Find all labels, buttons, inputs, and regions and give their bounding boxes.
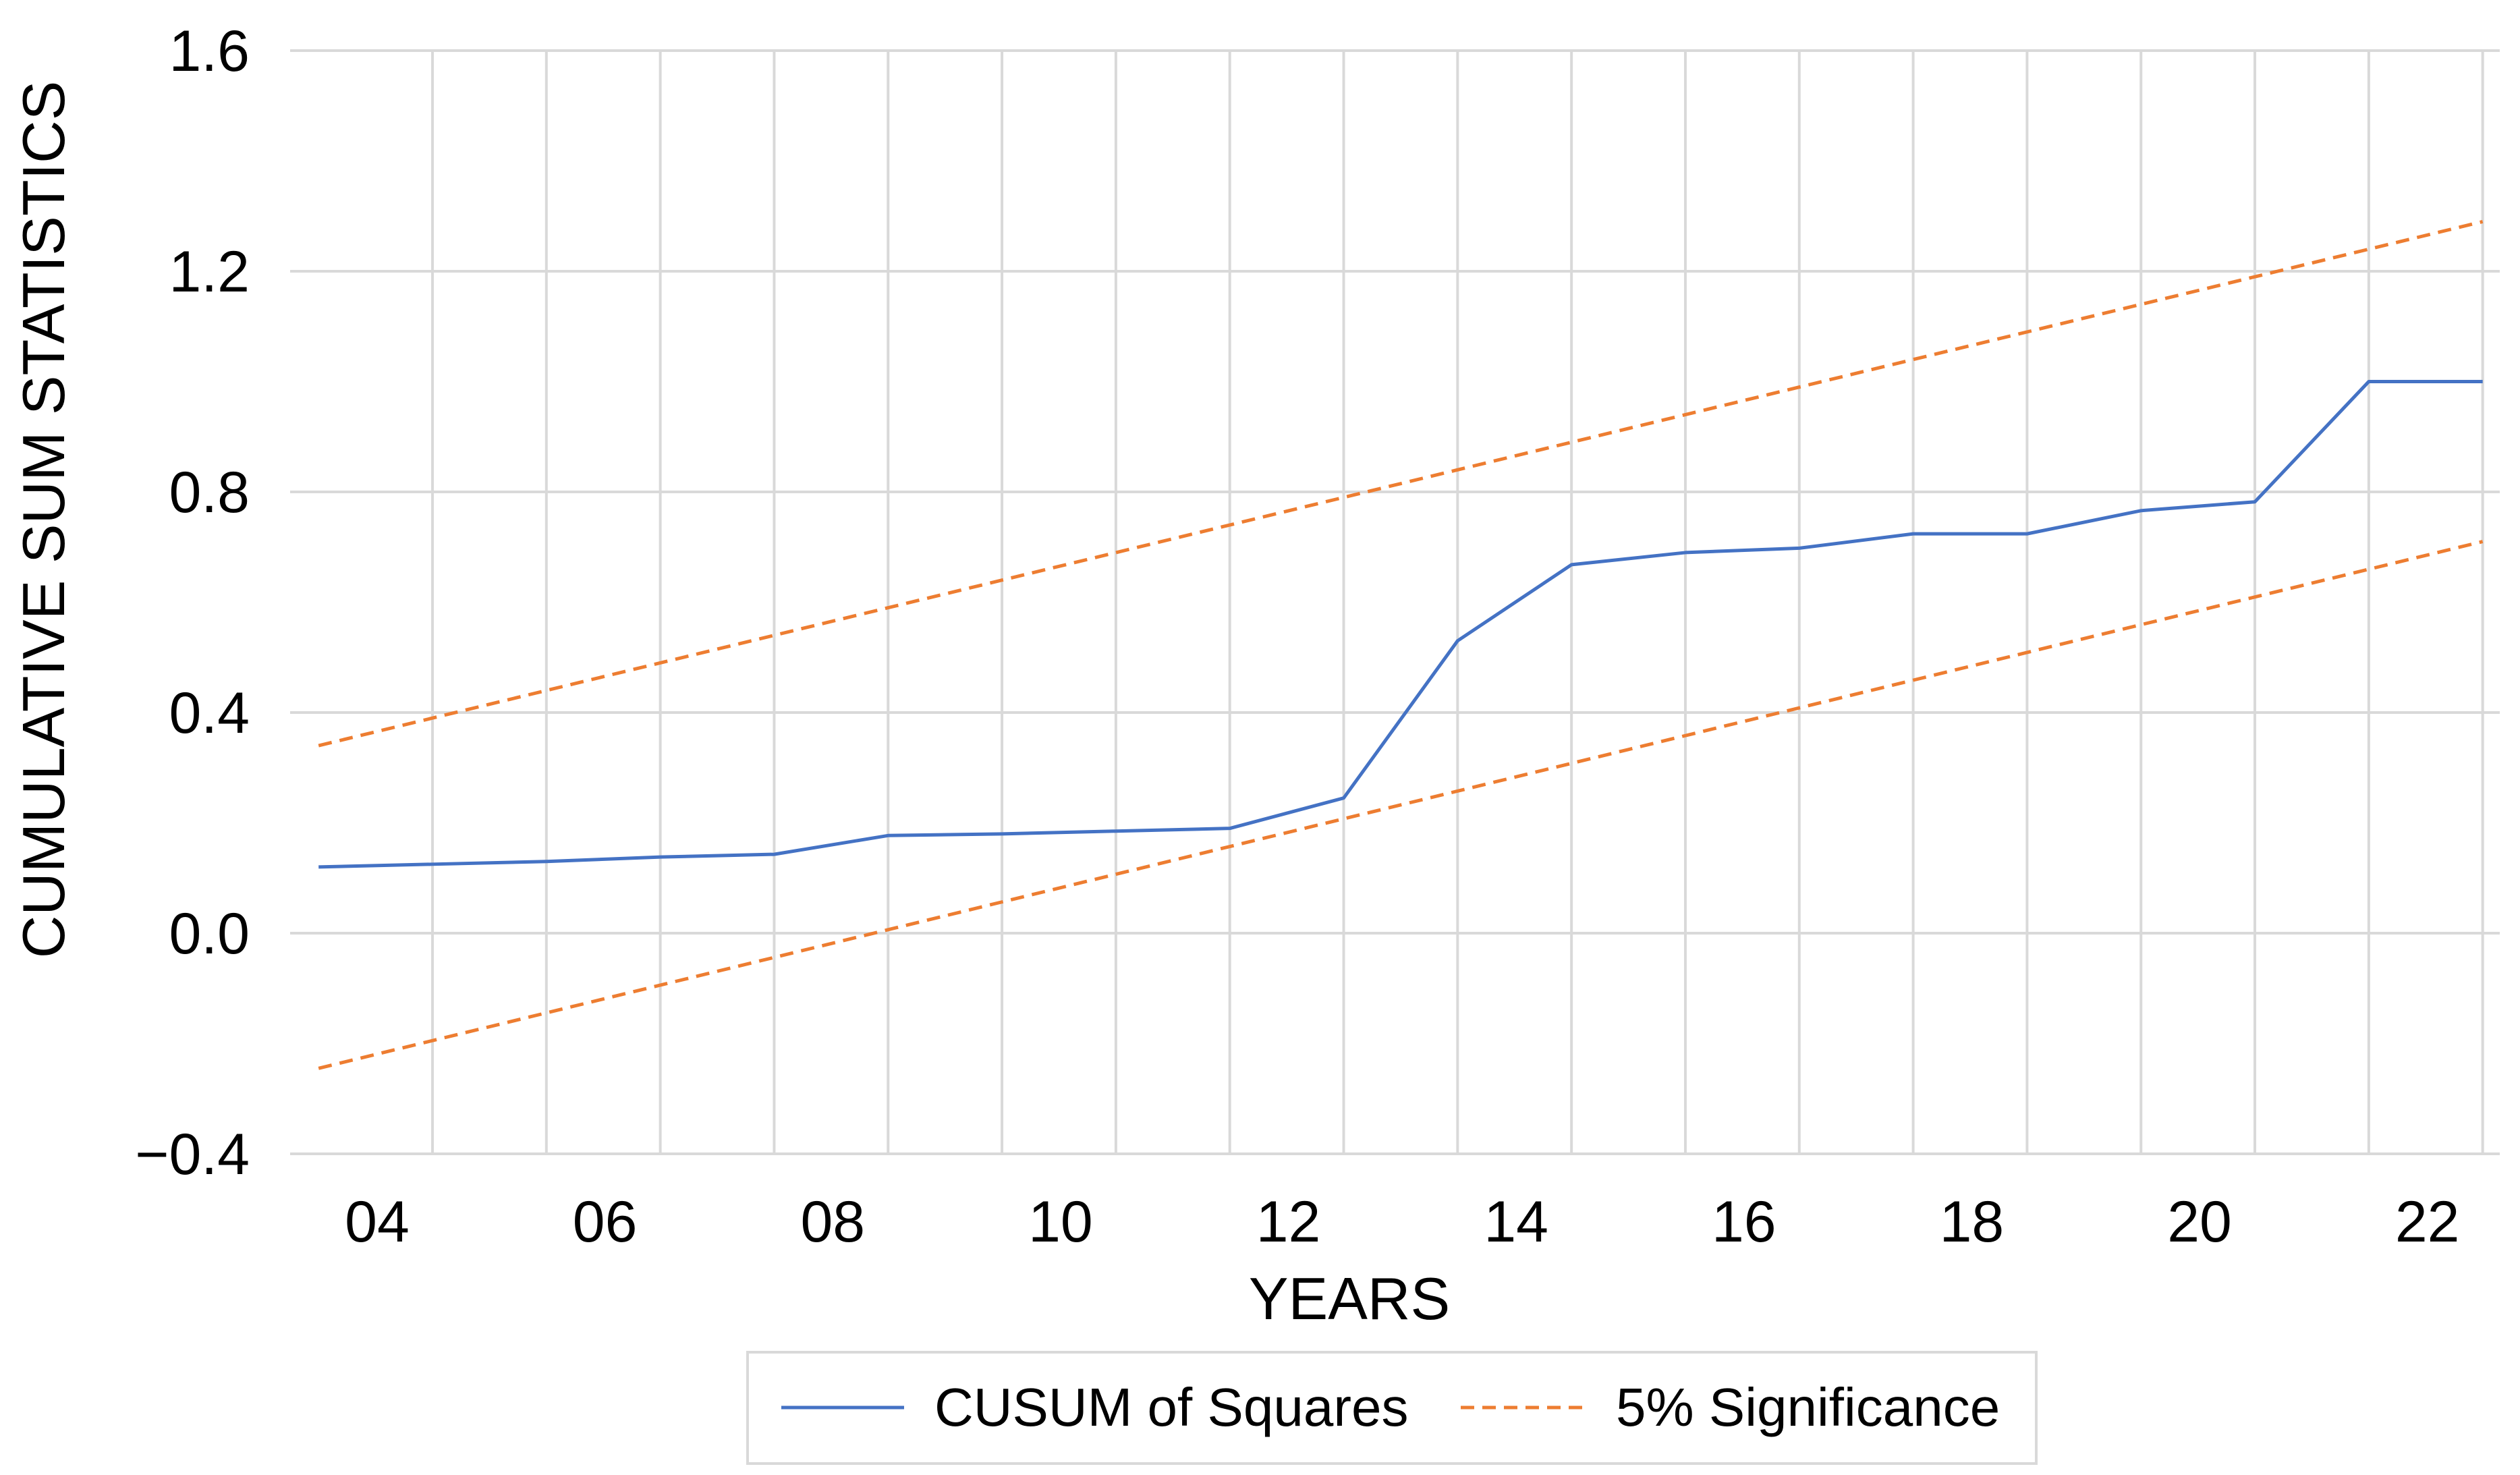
series-line-lower-significance [318, 540, 2484, 1070]
x-tick-label: 22 [2395, 1190, 2460, 1254]
series-line-cusum [318, 380, 2483, 869]
x-tick-label: 08 [800, 1190, 865, 1254]
y-tick-label: 0.4 [169, 681, 250, 746]
series-line-upper-significance [318, 219, 2484, 748]
y-tick-label: −0.4 [135, 1122, 250, 1187]
x-tick-label: 06 [573, 1190, 638, 1254]
y-axis-title: CUMULATIVE SUM STATISTICS [10, 81, 77, 959]
legend-label-cusum: CUSUM of Squares [934, 1377, 1408, 1437]
grid-layer [290, 49, 2500, 1155]
legend-box [746, 1351, 2038, 1465]
y-tick-label: 0.8 [169, 460, 250, 525]
y-tick-label: 1.6 [169, 19, 250, 84]
x-tick-label: 04 [345, 1190, 410, 1254]
legend: CUSUM of Squares 5% Significance [746, 1351, 2038, 1465]
legend-label-significance: 5% Significance [1616, 1377, 2000, 1437]
y-tick-label: 0.0 [169, 901, 250, 966]
x-tick-label: 12 [1256, 1190, 1321, 1254]
x-tick-label: 14 [1484, 1190, 1548, 1254]
x-tick-label: 18 [1940, 1190, 2005, 1254]
x-tick-label: 10 [1028, 1190, 1093, 1254]
x-tick-label: 20 [2167, 1190, 2232, 1254]
series-layer [318, 219, 2484, 1070]
x-tick-label: 16 [1712, 1190, 1776, 1254]
y-tick-label: 1.2 [169, 240, 250, 304]
x-axis-title: YEARS [1249, 1265, 1450, 1332]
tick-layer: −0.4 0.0 0.4 0.8 1.2 1.6 04 06 08 10 12 14 16 18 20 22 [135, 19, 2459, 1254]
